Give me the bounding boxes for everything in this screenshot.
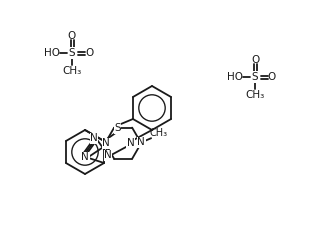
Text: S: S [69,48,75,58]
Text: CH₃: CH₃ [246,90,264,100]
Text: N: N [81,152,89,162]
Text: S: S [114,123,121,133]
Text: O: O [251,55,259,65]
Text: HO: HO [44,48,60,58]
Text: O: O [85,48,93,58]
Text: N: N [127,138,134,148]
Text: N: N [104,150,112,160]
Text: S: S [252,72,258,82]
Text: HO: HO [227,72,243,82]
Text: O: O [268,72,276,82]
Text: N: N [137,137,145,147]
Text: O: O [68,31,76,41]
Text: N: N [102,138,110,148]
Text: CH₃: CH₃ [149,128,167,138]
Text: CH₃: CH₃ [62,66,82,76]
Text: N: N [90,133,98,143]
